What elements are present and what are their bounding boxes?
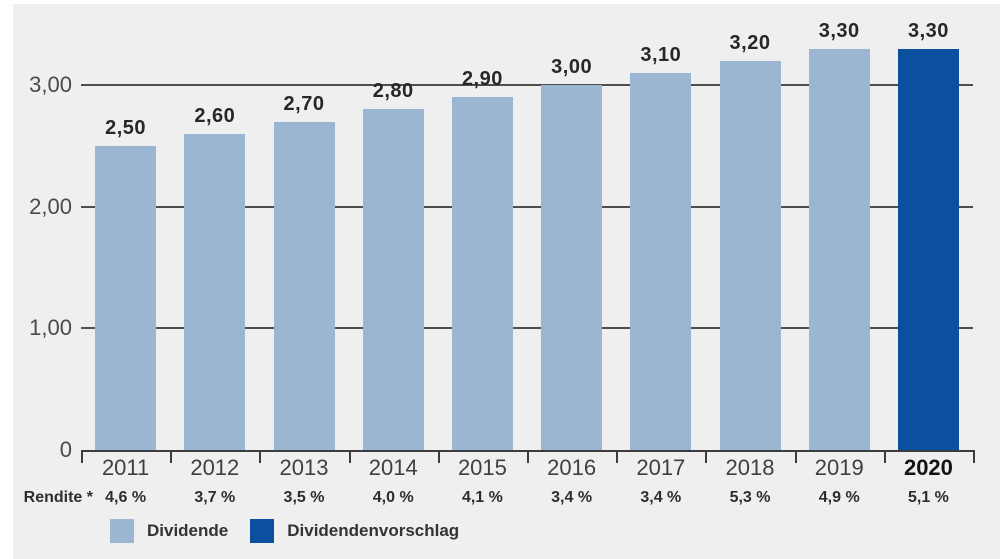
bar-column-2015: 2,90 (438, 0, 527, 450)
bar-2019 (808, 48, 870, 450)
bar-2012 (184, 133, 246, 450)
x-axis-tick (349, 452, 351, 463)
x-axis-tick-label-2013: 2013 (279, 455, 329, 480)
bar-2020 (897, 48, 959, 450)
bar-2011 (95, 145, 157, 450)
x-axis-tick-label-2012: 2012 (190, 455, 240, 480)
x-axis-tick-label-2017: 2017 (636, 455, 686, 480)
x-axis-tick-label-2020: 2020 (903, 455, 953, 480)
legend-swatch-icon (110, 519, 134, 543)
page-edge-top (0, 0, 1000, 4)
y-axis-tick-label: 3,00 (29, 71, 72, 97)
bar-value-label: 2,60 (194, 104, 236, 127)
bar-2018 (719, 60, 781, 450)
y-axis-tick-label: 0 (59, 437, 72, 462)
bar-value-label: 3,30 (907, 19, 949, 42)
bar-2013 (273, 121, 335, 450)
bar-column-2020: 3,30 (884, 0, 973, 450)
gridline (81, 83, 973, 86)
x-axis-year-labels: 2011 2012 2013 2014 2015 2016 2017 2018 2019 2020 (81, 455, 973, 481)
legend-label: Dividendenvorschlag (287, 521, 460, 540)
rendite-value-2019: 4,9 % (818, 489, 860, 506)
bar-value-label: 3,00 (551, 56, 593, 78)
rendite-row-label: Rendite * (23, 489, 93, 506)
bar-value-label: 3,10 (640, 43, 682, 66)
legend-item: Dividende (110, 519, 228, 543)
bar-2017 (630, 72, 692, 450)
x-axis-tick (527, 452, 529, 463)
bar-column-2019: 3,30 (795, 0, 884, 450)
rendite-value-2018: 5,3 % (729, 489, 771, 506)
bar-column-2018: 3,20 (705, 0, 794, 450)
bar-column-2016: 3,00 (527, 0, 616, 450)
rendite-value-2013: 3,5 % (283, 489, 325, 506)
bar-2015 (451, 97, 513, 450)
rendite-value-2020: 5,1 % (907, 489, 949, 506)
bar-value-label: 3,30 (818, 19, 860, 42)
bar-column-2013: 2,70 (259, 0, 348, 450)
bar-column-2011: 2,50 (81, 0, 170, 450)
bar-value-label: 2,80 (372, 80, 414, 103)
rendite-value-2011: 4,6 % (105, 489, 147, 506)
x-axis-tick (973, 452, 975, 463)
x-axis-tick (170, 452, 172, 463)
x-axis-tick-label-2015: 2015 (457, 455, 507, 480)
bar-2016 (541, 85, 603, 450)
chart-legend: Dividende Dividendenvorschlag (110, 519, 481, 543)
bar-2014 (362, 109, 424, 450)
bar-column-2012: 2,60 (170, 0, 259, 450)
legend-swatch-icon (250, 519, 275, 543)
legend-item: Dividendenvorschlag (250, 519, 459, 543)
y-axis-tick-label: 1,00 (29, 315, 72, 341)
gridline (81, 205, 973, 208)
bar-value-label: 2,50 (105, 116, 147, 139)
rendite-value-2016: 3,4 % (551, 489, 593, 506)
page-edge-left (0, 0, 13, 559)
x-axis-tick-label-2016: 2016 (547, 455, 597, 480)
rendite-value-2014: 4,0 % (372, 489, 414, 506)
x-axis-tick-label-2019: 2019 (814, 455, 864, 480)
x-axis-tick (795, 452, 797, 463)
x-axis-tick (616, 452, 618, 463)
x-axis-tick (438, 452, 440, 463)
rendite-value-2017: 3,4 % (640, 489, 682, 506)
bar-column-2014: 2,80 (349, 0, 438, 450)
x-axis-tick-label-2014: 2014 (368, 455, 418, 480)
x-axis-tick (81, 452, 83, 463)
x-axis-tick (705, 452, 707, 463)
bar-column-2017: 3,10 (616, 0, 705, 450)
x-axis-tick (259, 452, 261, 463)
x-axis-tick-label-2011: 2011 (101, 455, 150, 480)
rendite-values-row: 4,6 % 3,7 % 3,5 % 4,0 % 4,1 % 3,4 % 3,4 % 5,3 %… (81, 489, 973, 507)
x-axis-baseline (81, 450, 975, 463)
bar-value-label: 3,20 (729, 31, 771, 54)
bars-row: 2,50 2,60 2,70 2,80 2,90 3,00 3,10 3,20 3,30 3,30 (81, 0, 973, 450)
x-axis-tick (884, 452, 886, 463)
y-axis-tick-label: 2,00 (29, 193, 72, 219)
rendite-value-2015: 4,1 % (461, 489, 503, 506)
bar-value-label: 2,90 (461, 68, 503, 91)
legend-label: Dividende (147, 521, 229, 540)
bar-value-label: 2,70 (283, 92, 325, 115)
x-axis-tick-label-2018: 2018 (725, 455, 775, 480)
gridline (81, 327, 973, 330)
rendite-value-2012: 3,7 % (194, 489, 236, 506)
